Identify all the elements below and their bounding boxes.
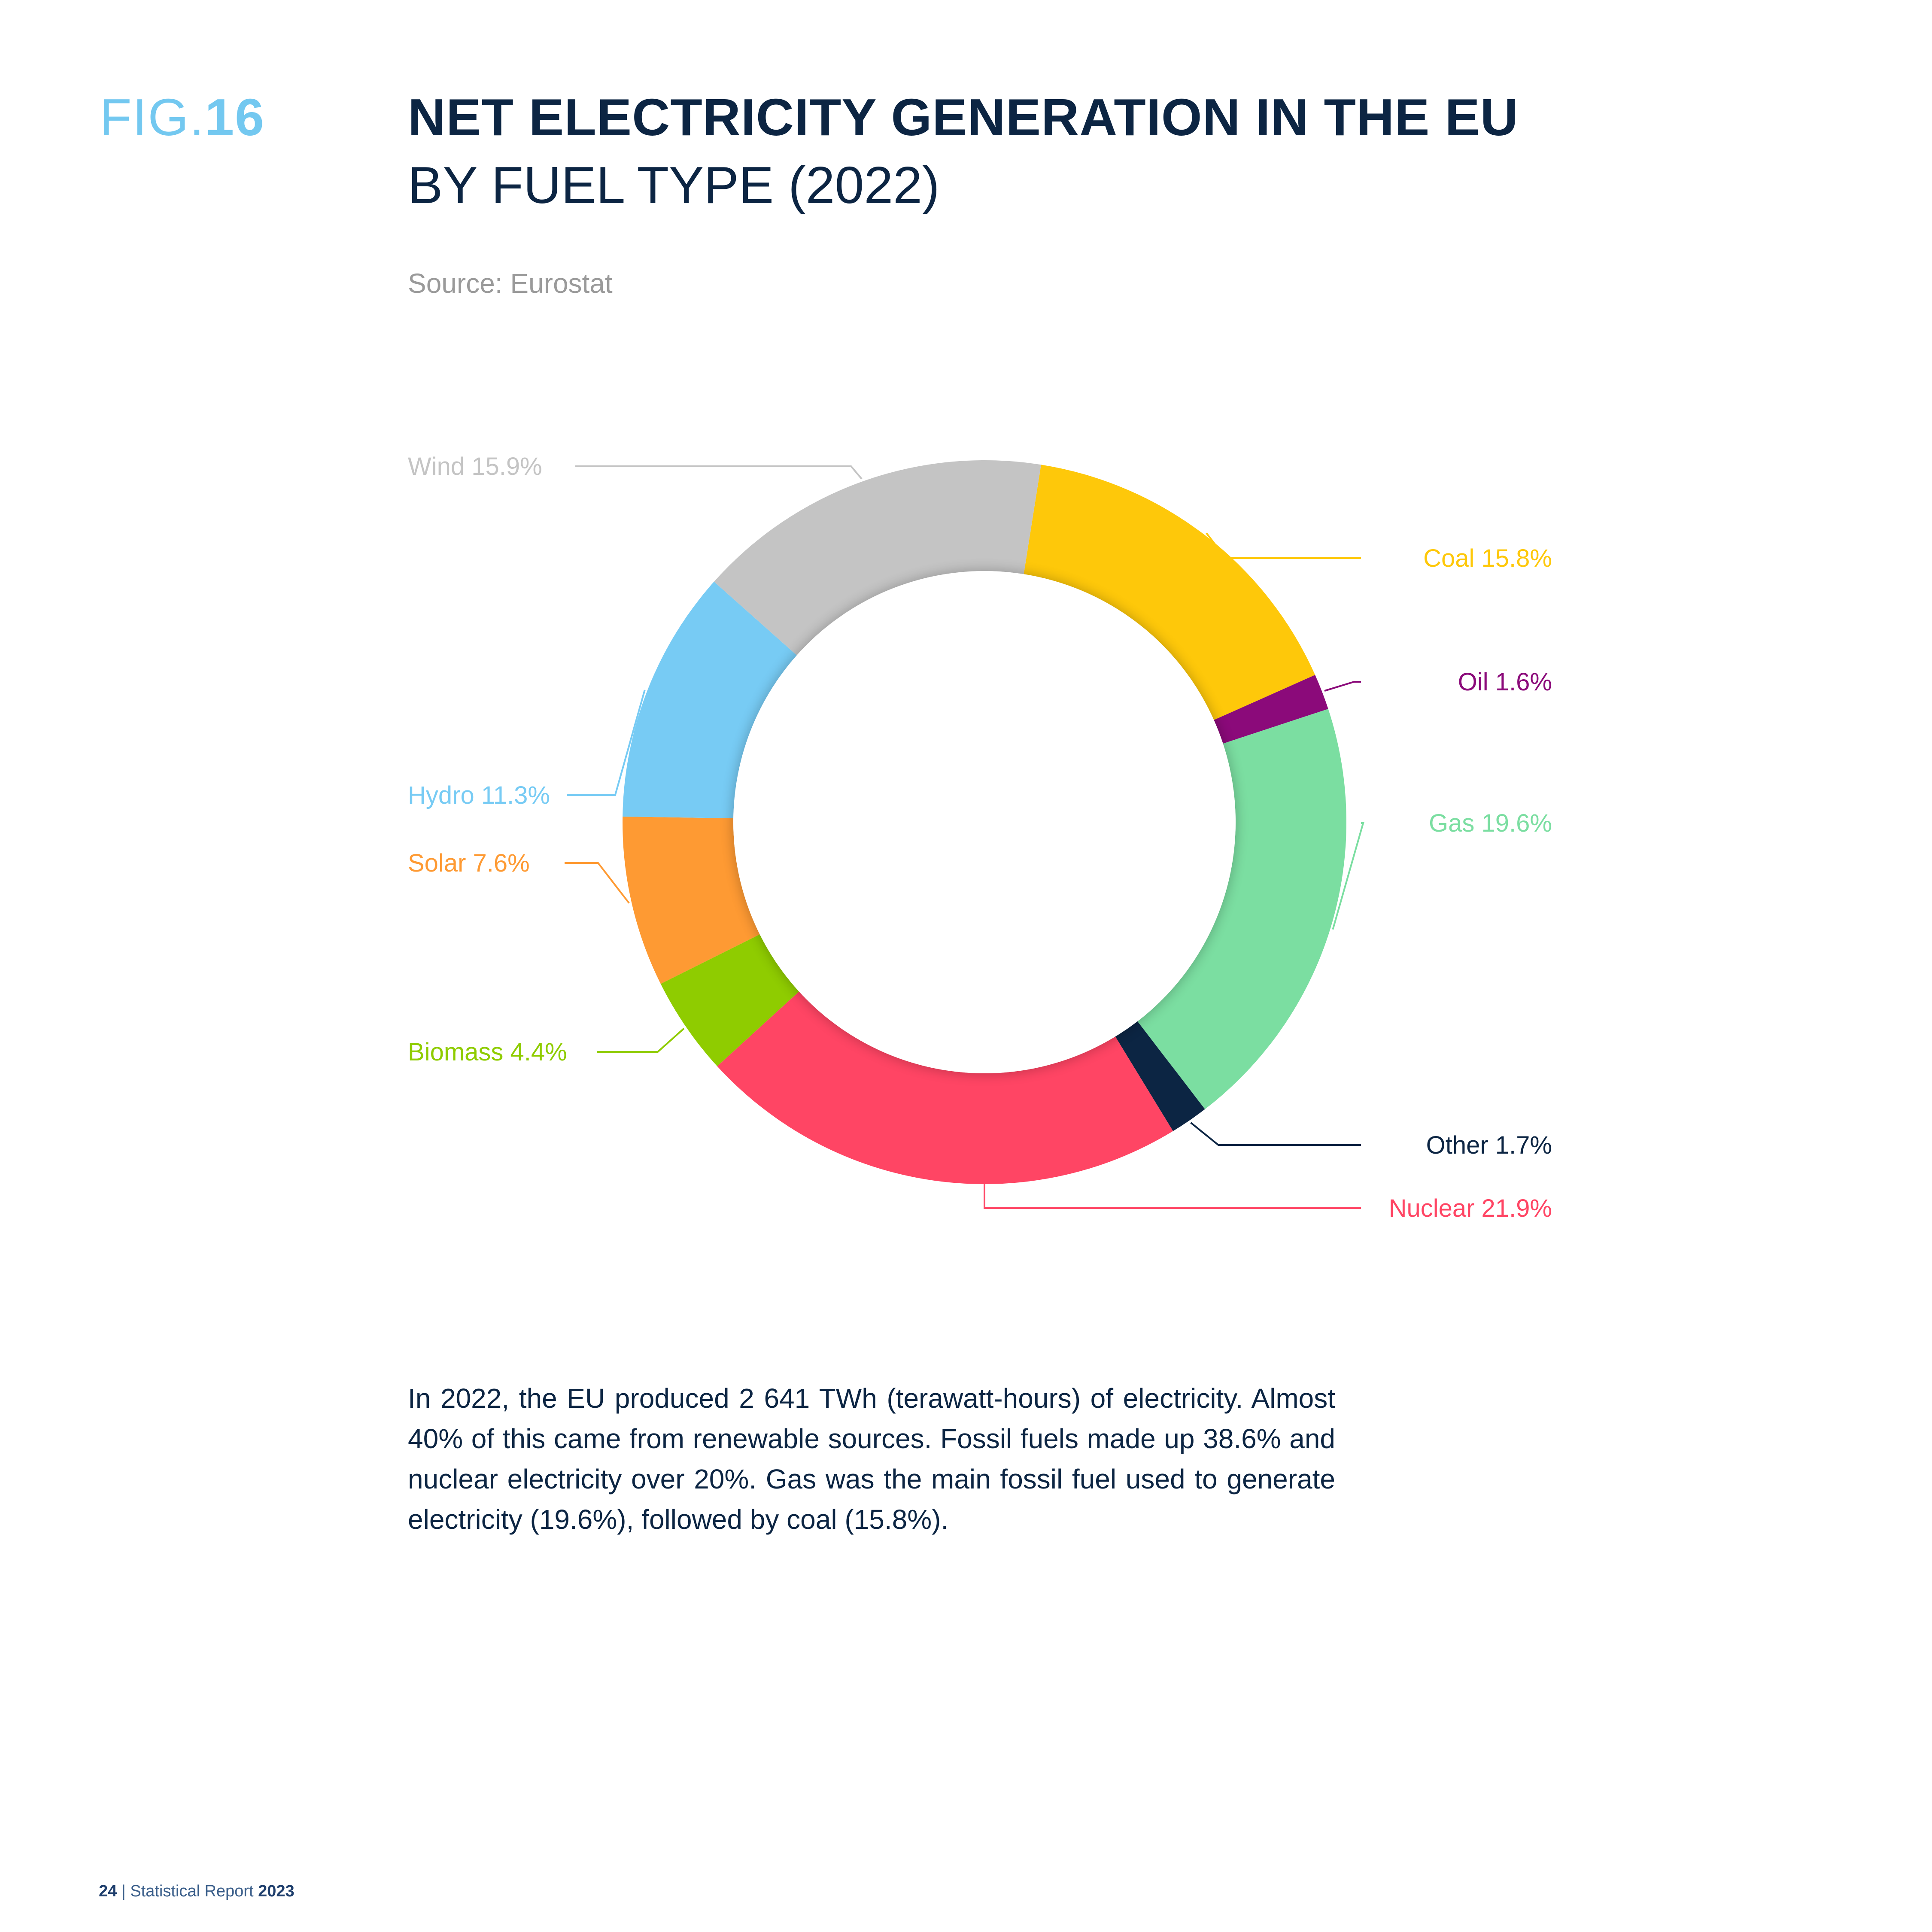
slice-other — [1115, 1021, 1205, 1131]
label-other: Other 1.7% — [1426, 1131, 1552, 1159]
label-coal: Coal 15.8% — [1423, 544, 1552, 572]
slice-nuclear — [717, 991, 1173, 1184]
leader-other — [1190, 1122, 1361, 1146]
figure-prefix: FIG. — [100, 88, 205, 146]
leader-coal — [1206, 532, 1361, 559]
leader-nuclear — [984, 1182, 1361, 1209]
footer-separator: | — [117, 1882, 131, 1900]
figure-number-value: 16 — [205, 88, 265, 146]
report-year: 2023 — [258, 1882, 295, 1900]
slice-labels: Coal 15.8% Oil 1.6% Gas 19.6% Other 1.7% Nuc… — [408, 453, 1552, 1222]
report-name: Statistical Report — [130, 1882, 258, 1900]
label-gas: Gas 19.6% — [1429, 809, 1552, 837]
page-footer: 24 | Statistical Report 2023 — [99, 1883, 295, 1899]
slice-coal — [1024, 465, 1315, 720]
leader-wind — [575, 465, 863, 480]
label-nuclear: Nuclear 21.9% — [1389, 1194, 1552, 1222]
leader-lines — [565, 465, 1364, 1209]
body-paragraph: In 2022, the EU produced 2 641 TWh (tera… — [408, 1383, 1335, 1535]
figure-number: FIG.16 — [100, 91, 265, 143]
slice-oil — [1214, 675, 1328, 744]
label-solar: Solar 7.6% — [408, 849, 530, 877]
slice-wind — [714, 460, 1041, 656]
leader-oil — [1324, 681, 1361, 692]
leader-hydro — [567, 690, 646, 796]
donut-hole — [733, 571, 1236, 1073]
label-oil: Oil 1.6% — [1458, 668, 1552, 696]
slice-biomass — [660, 934, 799, 1066]
slice-gas — [1137, 709, 1346, 1109]
leader-solar — [565, 862, 630, 904]
label-hydro: Hydro 11.3% — [408, 781, 550, 809]
donut-slices — [623, 460, 1346, 1184]
leader-gas — [1332, 822, 1364, 930]
page-number: 24 — [99, 1882, 117, 1900]
slice-solar — [623, 816, 760, 984]
source-note: Source: Eurostat — [408, 268, 613, 299]
leader-biomass — [597, 1027, 685, 1053]
label-biomass: Biomass 4.4% — [408, 1038, 567, 1066]
slice-hydro — [623, 581, 797, 818]
chart-title: NET ELECTRICITY GENERATION IN THE EU — [408, 88, 1519, 146]
chart-subtitle: BY FUEL TYPE (2022) — [408, 156, 940, 214]
label-wind: Wind 15.9% — [408, 453, 542, 480]
